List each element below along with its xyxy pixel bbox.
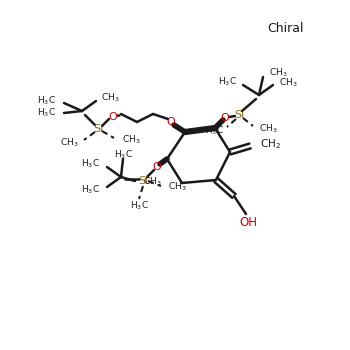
Text: CH$_3$: CH$_3$: [259, 123, 278, 135]
Text: Si: Si: [138, 176, 148, 186]
Text: Si: Si: [93, 124, 103, 134]
Text: O: O: [153, 162, 161, 172]
Text: OH: OH: [239, 217, 257, 230]
Text: Chiral: Chiral: [267, 21, 303, 35]
Text: CH$_3$: CH$_3$: [61, 137, 79, 149]
Text: H$_3$C: H$_3$C: [205, 125, 224, 137]
Text: CH$_3$: CH$_3$: [143, 176, 162, 188]
Text: CH$_3$: CH$_3$: [168, 181, 187, 193]
Text: H$_3$C: H$_3$C: [130, 200, 148, 212]
Text: H$_3$C: H$_3$C: [218, 76, 237, 88]
Text: O: O: [220, 113, 229, 123]
Text: CH$_2$: CH$_2$: [260, 137, 281, 151]
Text: Si: Si: [234, 110, 244, 120]
Text: CH$_3$: CH$_3$: [279, 77, 297, 89]
Text: H$_3$C: H$_3$C: [37, 107, 56, 119]
Text: H$_3$C: H$_3$C: [37, 95, 56, 107]
Text: H$_3$C: H$_3$C: [81, 184, 100, 196]
Text: CH$_3$: CH$_3$: [269, 67, 288, 79]
Text: O: O: [108, 112, 117, 122]
Text: H$_3$C: H$_3$C: [113, 149, 132, 161]
Text: O: O: [167, 117, 175, 127]
Text: H$_3$C: H$_3$C: [81, 158, 100, 170]
Text: CH$_3$: CH$_3$: [122, 134, 141, 146]
Text: CH$_3$: CH$_3$: [101, 92, 120, 104]
